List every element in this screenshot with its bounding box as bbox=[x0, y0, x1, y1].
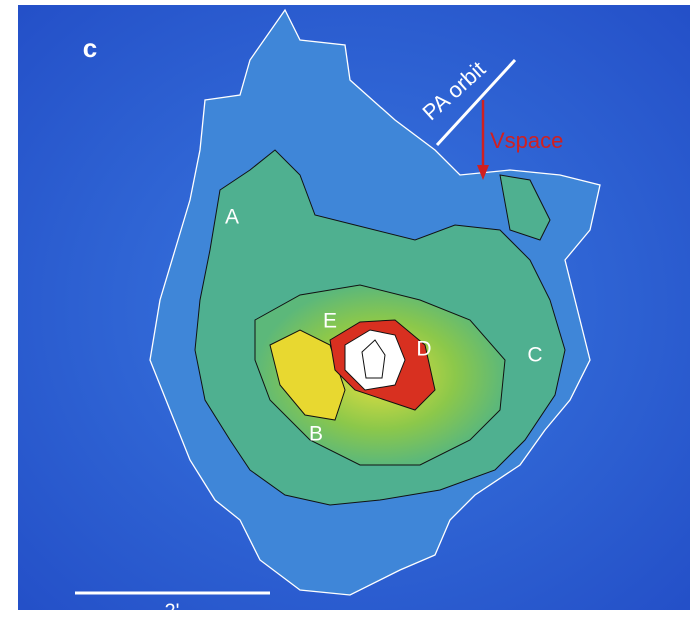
page: c PA orbit Vspace A B C D E 2' (() => { … bbox=[0, 0, 698, 628]
vspace-label: Vspace bbox=[490, 128, 563, 153]
scale-bar-label: 2' bbox=[165, 600, 180, 622]
feature-label: E bbox=[323, 310, 337, 333]
feature-label: C bbox=[527, 344, 542, 367]
feature-label: B bbox=[309, 423, 323, 446]
figure: c PA orbit Vspace A B C D E 2' bbox=[0, 0, 698, 628]
feature-label: D bbox=[416, 338, 431, 361]
panel-label: c bbox=[83, 33, 97, 63]
feature-label: A bbox=[225, 206, 239, 229]
